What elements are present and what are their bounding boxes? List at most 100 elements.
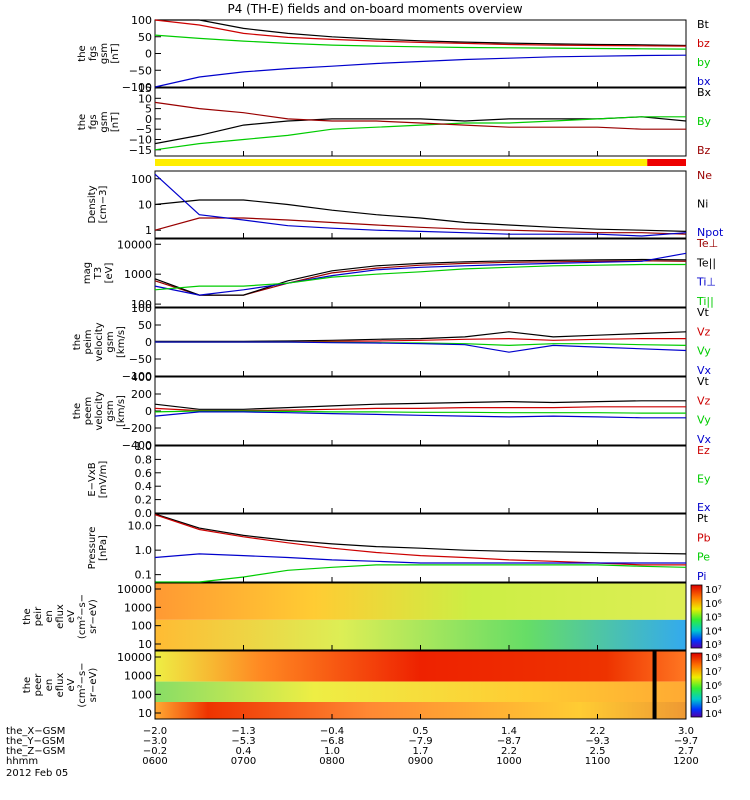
x-row-label: the_Y−GSM	[6, 736, 65, 747]
y-axis-label: Density	[87, 185, 98, 223]
colorbar-tick-label: 10⁸	[705, 653, 722, 664]
legend-entry: Ti⊥	[696, 276, 716, 289]
quality-flag-bar	[155, 159, 648, 166]
quality-flag-bar	[647, 159, 686, 166]
y-tick-label: −10	[129, 134, 152, 147]
y-tick-label: 0.1	[135, 569, 153, 582]
y-axis-label: the	[72, 334, 83, 350]
panel-frame	[154, 238, 687, 308]
panel-4: 10000 1000 100 mag T3 [eV] Te⊥ Te|| Ti⊥ Ti||	[82, 237, 718, 311]
panel-9: 10⁷ 10⁶ 10⁵ 10⁴ 10³ 10000 1000 100 10 the peir en ef…	[22, 582, 722, 651]
y-axis-label: [mV/m]	[98, 461, 109, 499]
y-tick-label: 1.0	[135, 544, 153, 557]
colorbar-tick-label: 10⁷	[705, 585, 722, 596]
series-line-Vx	[154, 411, 686, 419]
colorbar-tick-label: 10⁴	[705, 626, 722, 637]
legend-entry: Bz	[697, 144, 711, 157]
x-tick-label: 1100	[585, 756, 610, 767]
series-line-bx	[154, 54, 687, 88]
panel-frame	[154, 445, 687, 514]
legend-entry: Ez	[697, 444, 710, 457]
x-tick-label: 1.4	[501, 726, 517, 737]
colorbar-tick-label: 10³	[705, 640, 722, 651]
legend-entry: Vz	[697, 394, 711, 407]
legend-entry: Vt	[697, 306, 710, 319]
y-axis-label: Pressure	[87, 527, 98, 570]
legend-entry: Pb	[697, 531, 711, 544]
y-tick-label: −100	[122, 370, 152, 383]
colorbar-tick-label: 10⁵	[705, 613, 722, 624]
panel-8: 10.0 1.0 0.1 Pressure [nPa] Pt Pb Pe Pi	[87, 512, 711, 583]
x-tick-label: −7.9	[408, 736, 432, 747]
x-row-label: the_X−GSM	[6, 726, 65, 737]
y-tick-label: 50	[138, 31, 152, 44]
panel-frame	[154, 170, 687, 239]
y-tick-label: 0.6	[135, 467, 153, 480]
spectrogram-band-high	[155, 583, 686, 620]
y-tick-label: 100	[131, 14, 152, 27]
legend-entry: Vz	[697, 325, 711, 338]
panel-3: 100 10 1 Density [cm−3] Ne Ni Npot	[87, 169, 724, 239]
legend-entry: Te||	[696, 256, 716, 269]
legend-entry: Te⊥	[696, 237, 718, 250]
y-axis-label: the	[77, 45, 88, 61]
panel-7: 1.00.80.60.40.20.0 E−VxB [mV/m] Ez Ey Ex	[87, 440, 711, 520]
y-axis-label: [nT]	[110, 112, 121, 132]
x-tick-label: −2.0	[143, 726, 167, 737]
y-axis-label: [eV]	[104, 263, 115, 284]
x-tick-label: −9.7	[674, 736, 698, 747]
y-tick-label: 100	[131, 298, 152, 311]
y-tick-label: −15	[129, 144, 152, 157]
x-row-label: hhmm	[6, 756, 38, 767]
y-tick-label: 10.0	[128, 520, 153, 533]
legend-entry: Pi	[697, 570, 706, 583]
series-line-Vy	[154, 410, 686, 414]
y-tick-label: 0	[145, 113, 152, 126]
y-axis-label: gsm	[99, 43, 110, 64]
y-axis-label: gsm	[105, 400, 116, 421]
y-axis-label: peer	[33, 673, 44, 697]
series-line-By	[154, 116, 686, 151]
y-axis-label: peim	[83, 329, 94, 354]
y-tick-label: 100	[131, 620, 152, 633]
y-axis-label: gsm	[105, 331, 116, 352]
x-tick-label: −8.7	[497, 736, 521, 747]
legend-entry: Vy	[697, 414, 711, 427]
y-tick-label: 0.2	[135, 494, 153, 507]
legend-entry: By	[697, 115, 712, 128]
x-tick-label: −1.3	[231, 726, 255, 737]
y-axis-label: [km/s]	[116, 326, 127, 358]
y-tick-label: 100	[131, 302, 152, 315]
spectrogram-band-low	[155, 702, 686, 719]
x-tick-label: 0700	[231, 756, 256, 767]
x-tick-label: −9.3	[585, 736, 609, 747]
legend-entry: Ti||	[696, 295, 714, 308]
y-axis-label: peir	[33, 606, 44, 626]
plot-date: 2012 Feb 05	[6, 768, 68, 779]
series-line-Vt	[155, 331, 687, 342]
y-axis-label: [nT]	[110, 43, 121, 63]
series-line-Bt	[155, 19, 687, 47]
legend-entry: Bx	[697, 86, 712, 99]
x-axis-labels: the_X−GSM −2.0 −1.3 −0.4 0.5 1.4 2.2 3.0 the_Y−G…	[6, 726, 699, 767]
legend-entry: Pt	[697, 512, 709, 525]
y-axis-label: velocity	[94, 391, 105, 430]
y-axis-label: sr−eV)	[88, 599, 99, 634]
y-axis-label: fgs	[88, 46, 99, 61]
y-axis-label: eV	[66, 610, 77, 623]
y-axis-label: fgs	[88, 114, 99, 129]
legend-entry: Pe	[697, 551, 710, 564]
colorbar-tick-label: 10⁵	[705, 695, 722, 706]
y-tick-label: 1000	[124, 601, 152, 614]
y-axis-label: peem	[83, 397, 94, 425]
colorbar	[690, 584, 703, 649]
y-tick-label: 1	[145, 224, 152, 237]
legend-entry: bz	[697, 37, 710, 50]
y-tick-label: 0.4	[135, 480, 153, 493]
x-row-label: the_Z−GSM	[6, 746, 65, 757]
series-line-Ni	[154, 199, 687, 232]
series-line-Ne	[154, 217, 687, 235]
y-tick-label: −100	[122, 81, 152, 94]
